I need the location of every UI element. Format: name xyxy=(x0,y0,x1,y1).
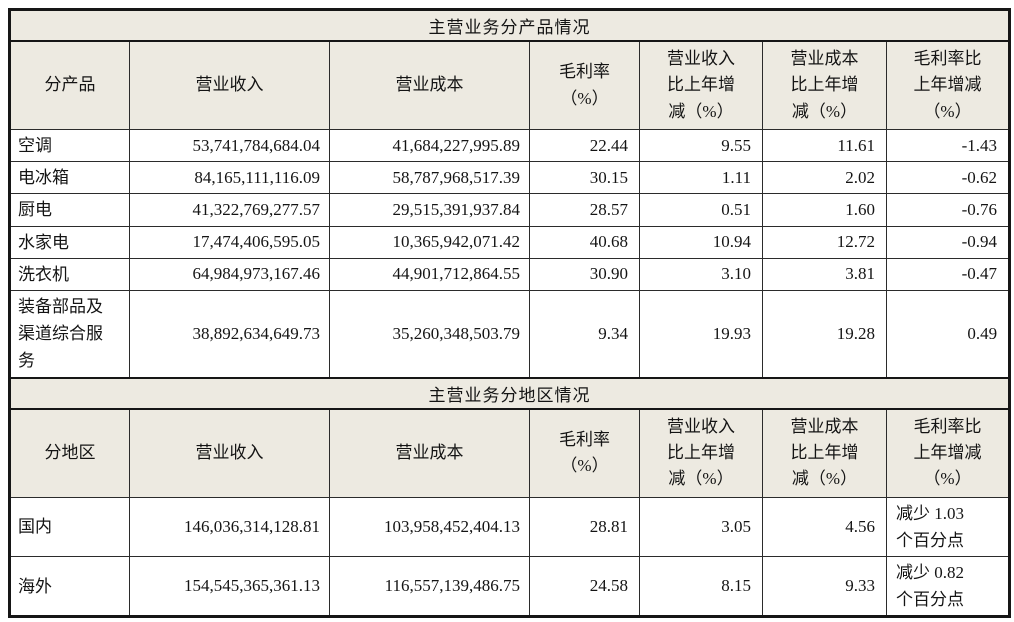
header-gross-margin: 毛利率 （%） xyxy=(529,40,640,131)
margin-yoy-cell: 减少 1.03 个百分点 xyxy=(885,496,1011,557)
cost-yoy-cell: 9.33 xyxy=(762,555,887,618)
cost-cell: 29,515,391,937.84 xyxy=(329,193,530,227)
cost-cell: 41,684,227,995.89 xyxy=(329,129,530,163)
product-name: 电冰箱 xyxy=(9,161,130,195)
header-region: 分地区 xyxy=(9,408,130,498)
product-section-title-row: 主营业务分产品情况 xyxy=(8,8,1011,42)
cost-cell: 35,260,348,503.79 xyxy=(329,289,530,379)
region-name: 国内 xyxy=(9,496,130,557)
margin-yoy-cell: -0.94 xyxy=(885,225,1011,259)
header-revenue: 营业收入 xyxy=(129,40,330,131)
revenue-cell: 53,741,784,684.04 xyxy=(129,129,330,163)
header-gross-margin: 毛利率 （%） xyxy=(529,408,640,498)
cost-yoy-cell: 4.56 xyxy=(762,496,887,557)
cost-cell: 116,557,139,486.75 xyxy=(329,555,530,618)
revenue-yoy-cell: 19.93 xyxy=(639,289,763,379)
revenue-cell: 64,984,973,167.46 xyxy=(129,257,330,291)
margin-yoy-cell: -0.76 xyxy=(885,193,1011,227)
revenue-cell: 146,036,314,128.81 xyxy=(129,496,330,557)
table-row-washing-machine: 洗衣机 64,984,973,167.46 44,901,712,864.55 … xyxy=(9,257,1011,291)
product-name: 装备部品及 渠道综合服 务 xyxy=(9,289,130,379)
cost-yoy-cell: 2.02 xyxy=(762,161,887,195)
revenue-yoy-cell: 3.05 xyxy=(639,496,763,557)
margin-cell: 28.81 xyxy=(529,496,640,557)
header-revenue-yoy: 营业收入 比上年增 减（%） xyxy=(639,40,763,131)
margin-yoy-cell: 0.49 xyxy=(885,289,1011,379)
margin-yoy-cell: 减少 0.82 个百分点 xyxy=(885,555,1011,618)
revenue-yoy-cell: 10.94 xyxy=(639,225,763,259)
revenue-yoy-cell: 3.10 xyxy=(639,257,763,291)
product-header-row: 分产品 营业收入 营业成本 毛利率 （%） 营业收入 比上年增 减（%） 营业成… xyxy=(9,40,1011,131)
main-business-table: 主营业务分产品情况 分产品 营业收入 营业成本 毛利率 （%） 营业收入 比上年… xyxy=(8,8,1012,619)
product-name: 空调 xyxy=(9,129,130,163)
header-revenue: 营业收入 xyxy=(129,408,330,498)
header-product: 分产品 xyxy=(9,40,130,131)
product-name: 洗衣机 xyxy=(9,257,130,291)
revenue-yoy-cell: 9.55 xyxy=(639,129,763,163)
region-name: 海外 xyxy=(9,555,130,618)
cost-yoy-cell: 19.28 xyxy=(762,289,887,379)
cost-yoy-cell: 11.61 xyxy=(762,129,887,163)
product-name: 水家电 xyxy=(9,225,130,259)
cost-cell: 10,365,942,071.42 xyxy=(329,225,530,259)
table-row-air-conditioner: 空调 53,741,784,684.04 41,684,227,995.89 2… xyxy=(9,129,1011,163)
cost-cell: 103,958,452,404.13 xyxy=(329,496,530,557)
product-section-title: 主营业务分产品情况 xyxy=(8,8,1011,42)
header-cost: 营业成本 xyxy=(329,40,530,131)
header-cost-yoy: 营业成本 比上年增 减（%） xyxy=(762,408,887,498)
product-name: 厨电 xyxy=(9,193,130,227)
margin-yoy-cell: -0.47 xyxy=(885,257,1011,291)
region-section-title-row: 主营业务分地区情况 xyxy=(8,376,1011,410)
revenue-yoy-cell: 8.15 xyxy=(639,555,763,618)
revenue-yoy-cell: 1.11 xyxy=(639,161,763,195)
header-cost: 营业成本 xyxy=(329,408,530,498)
margin-yoy-cell: -0.62 xyxy=(885,161,1011,195)
margin-cell: 22.44 xyxy=(529,129,640,163)
margin-cell: 30.15 xyxy=(529,161,640,195)
margin-yoy-cell: -1.43 xyxy=(885,129,1011,163)
margin-cell: 40.68 xyxy=(529,225,640,259)
table-row-kitchen-appliance: 厨电 41,322,769,277.57 29,515,391,937.84 2… xyxy=(9,193,1011,227)
revenue-cell: 84,165,111,116.09 xyxy=(129,161,330,195)
margin-cell: 9.34 xyxy=(529,289,640,379)
region-section-title: 主营业务分地区情况 xyxy=(8,376,1011,410)
revenue-cell: 154,545,365,361.13 xyxy=(129,555,330,618)
margin-cell: 24.58 xyxy=(529,555,640,618)
header-revenue-yoy: 营业收入 比上年增 减（%） xyxy=(639,408,763,498)
header-margin-yoy: 毛利率比 上年增减 （%） xyxy=(885,40,1011,131)
margin-cell: 28.57 xyxy=(529,193,640,227)
revenue-cell: 41,322,769,277.57 xyxy=(129,193,330,227)
cost-yoy-cell: 3.81 xyxy=(762,257,887,291)
revenue-yoy-cell: 0.51 xyxy=(639,193,763,227)
revenue-cell: 38,892,634,649.73 xyxy=(129,289,330,379)
header-cost-yoy: 营业成本 比上年增 减（%） xyxy=(762,40,887,131)
margin-cell: 30.90 xyxy=(529,257,640,291)
table-row-refrigerator: 电冰箱 84,165,111,116.09 58,787,968,517.39 … xyxy=(9,161,1011,195)
cost-yoy-cell: 12.72 xyxy=(762,225,887,259)
cost-yoy-cell: 1.60 xyxy=(762,193,887,227)
table-row-overseas: 海外 154,545,365,361.13 116,557,139,486.75… xyxy=(9,555,1011,618)
table-row-equipment-parts-services: 装备部品及 渠道综合服 务 38,892,634,649.73 35,260,3… xyxy=(9,289,1011,379)
cost-cell: 58,787,968,517.39 xyxy=(329,161,530,195)
region-header-row: 分地区 营业收入 营业成本 毛利率 （%） 营业收入 比上年增 减（%） 营业成… xyxy=(9,408,1011,498)
table-row-water-appliance: 水家电 17,474,406,595.05 10,365,942,071.42 … xyxy=(9,225,1011,259)
header-margin-yoy: 毛利率比 上年增减 （%） xyxy=(885,408,1011,498)
table-row-domestic: 国内 146,036,314,128.81 103,958,452,404.13… xyxy=(9,496,1011,557)
revenue-cell: 17,474,406,595.05 xyxy=(129,225,330,259)
cost-cell: 44,901,712,864.55 xyxy=(329,257,530,291)
